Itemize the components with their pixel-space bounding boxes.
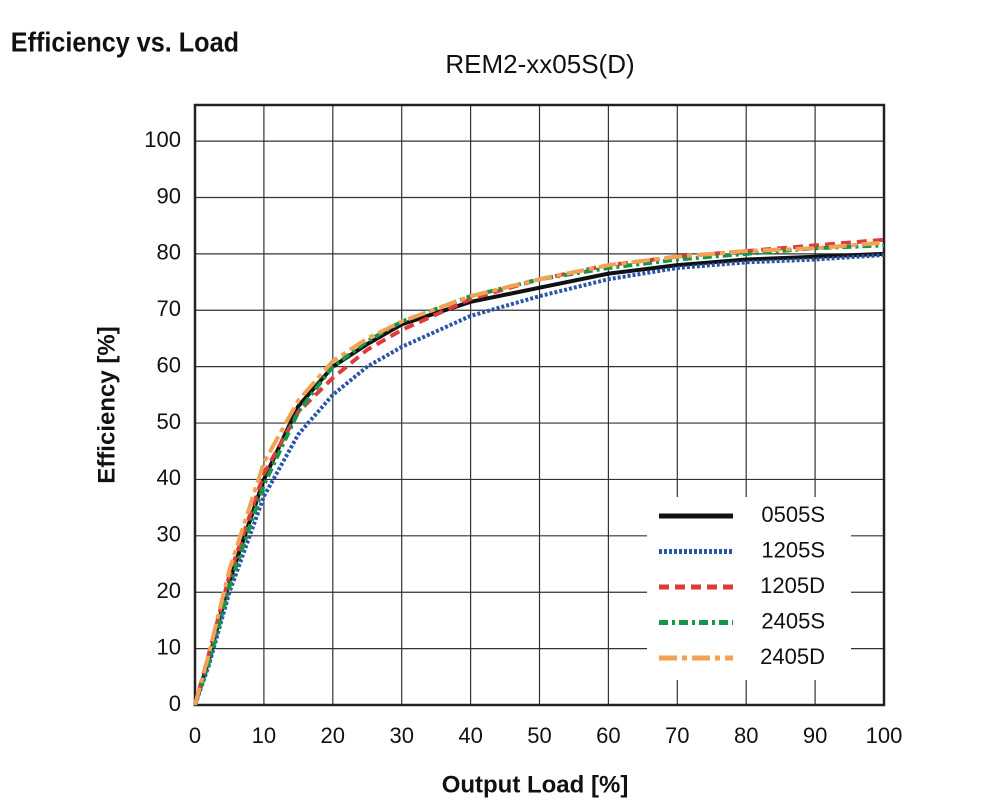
legend-label: 1205S [761, 537, 825, 562]
x-tick-label: 30 [389, 723, 413, 748]
series-line [193, 240, 885, 706]
y-axis-label: Efficiency [%] [93, 326, 120, 483]
x-axis-label: Output Load [%] [442, 771, 629, 798]
y-tick-label: 40 [157, 465, 181, 490]
series-line [193, 253, 885, 706]
x-tick-label: 90 [803, 723, 827, 748]
legend-label: 1205D [760, 573, 825, 598]
x-tick-label: 20 [321, 723, 345, 748]
x-tick-label: 60 [596, 723, 620, 748]
y-tick-label: 80 [157, 240, 181, 265]
legend-label: 0505S [761, 502, 825, 527]
y-tick-label: 0 [169, 691, 181, 716]
x-tick-label: 50 [527, 723, 551, 748]
x-tick-label: 10 [252, 723, 276, 748]
x-tick-label: 70 [665, 723, 689, 748]
y-tick-label: 100 [144, 127, 181, 152]
y-tick-label: 70 [157, 296, 181, 321]
x-tick-label: 0 [189, 723, 201, 748]
x-tick-label: 40 [458, 723, 482, 748]
series-line [193, 243, 885, 706]
page-heading: Efficiency vs. Load [11, 26, 239, 58]
legend-label: 2405D [760, 644, 825, 669]
y-tick-label: 90 [157, 183, 181, 208]
y-tick-label: 30 [157, 522, 181, 547]
plot-frame [193, 103, 886, 707]
chart-title: REM2-xx05S(D) [445, 49, 634, 79]
y-tick-label: 50 [157, 409, 181, 434]
y-tick-label: 10 [157, 634, 181, 659]
y-tick-label: 20 [157, 578, 181, 603]
x-tick-label: 100 [866, 723, 903, 748]
legend-label: 2405S [761, 608, 825, 633]
y-tick-label: 60 [157, 352, 181, 377]
x-tick-label: 80 [734, 723, 758, 748]
